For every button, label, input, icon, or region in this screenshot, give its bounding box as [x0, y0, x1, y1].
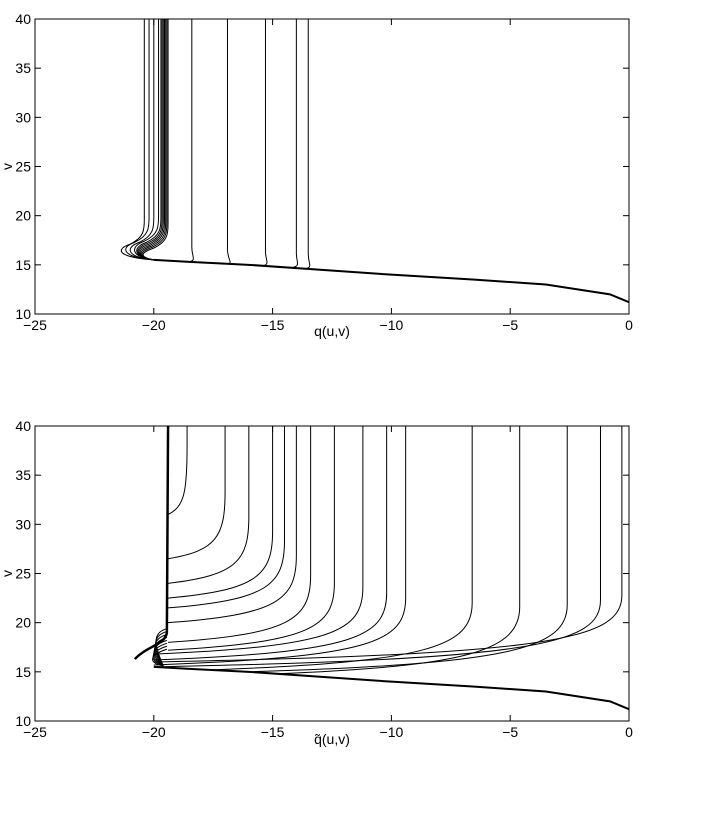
y-tick-label: 40 [15, 11, 31, 27]
curve-line [305, 19, 311, 270]
y-tick-label: 15 [15, 257, 31, 273]
curve-line [138, 19, 164, 261]
curve-line [168, 426, 297, 624]
curve-line [209, 426, 473, 671]
top-plot-curves [120, 19, 630, 304]
curve-line [168, 426, 274, 599]
curve-line [153, 426, 388, 661]
curve-line [226, 19, 231, 265]
y-tick-label: 20 [15, 615, 31, 631]
bottom-plot-y-axis-label: v [0, 570, 15, 577]
x-tick-label: −20 [142, 317, 166, 333]
curve-line [129, 19, 155, 261]
curve-trunk [153, 258, 630, 304]
x-tick-label: −25 [23, 317, 47, 333]
curve-line [168, 426, 335, 651]
y-tick-label: 25 [15, 159, 31, 175]
top-plot-y-axis-label: v [0, 163, 15, 170]
curve-line [168, 426, 285, 609]
x-tick-label: −5 [502, 317, 518, 333]
y-tick-label: 30 [15, 109, 31, 125]
y-tick-label: 10 [15, 713, 31, 729]
x-tick-label: −15 [261, 317, 285, 333]
curve-line [120, 19, 154, 261]
x-tick-label: −15 [261, 724, 285, 740]
curve-line [136, 19, 162, 261]
curve-spine [133, 425, 170, 660]
curve-line [168, 426, 250, 584]
y-tick-label: 35 [15, 467, 31, 483]
curve-line [167, 426, 188, 515]
x-tick-label: −25 [23, 724, 47, 740]
bottom-plot: −25 −20 −15 −10 −5 0 10 15 20 25 30 35 40 q̃(u,v) v [0, 418, 633, 747]
y-tick-label: 20 [15, 208, 31, 224]
x-tick-label: −10 [380, 317, 404, 333]
curve-trunk [153, 665, 630, 711]
top-plot-x-axis-label: q(u,v) [314, 323, 350, 339]
curve-line [125, 19, 154, 261]
curve-line [153, 426, 407, 666]
x-tick-label: −10 [380, 724, 404, 740]
curve-line [137, 19, 163, 261]
y-tick-label: 30 [15, 516, 31, 532]
y-tick-label: 15 [15, 664, 31, 680]
x-tick-label: −5 [502, 724, 518, 740]
curve-line [248, 426, 568, 673]
y-tick-label: 40 [15, 418, 31, 434]
top-plot: −25 −20 −15 −10 −5 0 10 15 20 25 30 35 40 q(u,v) v [0, 11, 633, 339]
curve-line [277, 426, 521, 675]
curve-line [153, 426, 601, 668]
bottom-plot-ticks: −25 −20 −15 −10 −5 0 10 15 20 25 30 35 40 [15, 418, 633, 740]
bottom-plot-curves [133, 425, 630, 711]
y-tick-label: 25 [15, 566, 31, 582]
top-plot-ticks: −25 −20 −15 −10 −5 0 10 15 20 25 30 35 40 [15, 11, 633, 333]
curve-line [153, 426, 364, 655]
curve-line [189, 19, 194, 263]
curve-line [291, 19, 299, 269]
curve-line [167, 426, 226, 560]
curve-line [168, 426, 312, 643]
curve-line [262, 19, 268, 267]
y-tick-label: 35 [15, 60, 31, 76]
x-tick-label: 0 [625, 724, 633, 740]
x-tick-label: −20 [142, 724, 166, 740]
x-tick-label: 0 [625, 317, 633, 333]
curve-line [153, 426, 623, 663]
bottom-plot-x-axis-label: q̃(u,v) [314, 731, 350, 747]
y-tick-label: 10 [15, 306, 31, 322]
curve-line [134, 19, 160, 261]
